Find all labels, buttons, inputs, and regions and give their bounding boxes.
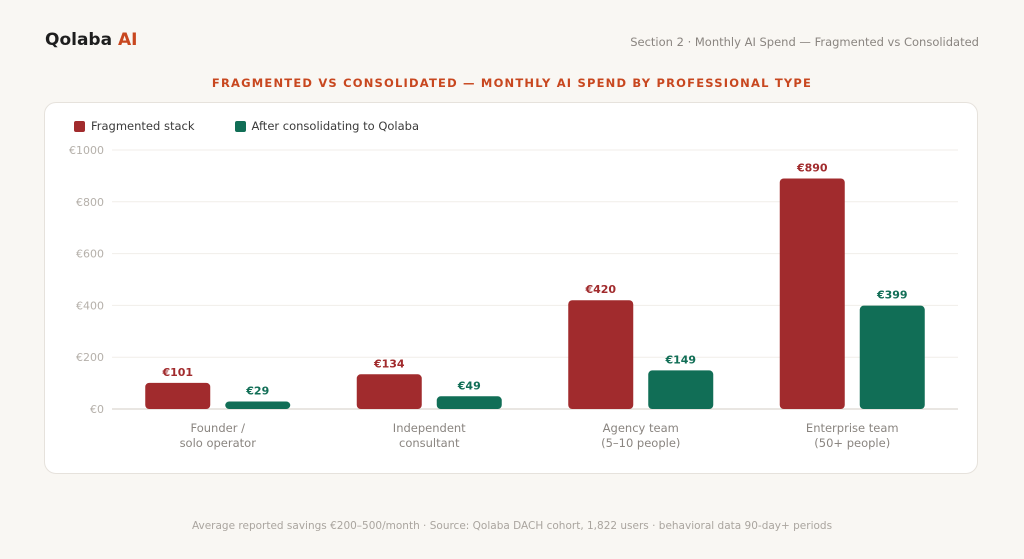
y-tick-label: €200: [76, 351, 104, 364]
bar-consolidated: [648, 370, 714, 409]
x-tick-label: (5–10 people): [601, 436, 680, 450]
chart-title: FRAGMENTED VS CONSOLIDATED — MONTHLY AI …: [211, 76, 813, 90]
legend-label-consolidated: After consolidating to Qolaba: [251, 119, 420, 133]
data-label: €134: [373, 357, 405, 370]
data-label: €29: [245, 384, 269, 397]
legend-item-fragmented: Fragmented stack: [74, 119, 195, 133]
bar-consolidated: [225, 401, 291, 409]
footer-note: Average reported savings €200–500/month …: [191, 520, 833, 532]
legend-item-consolidated: After consolidating to Qolaba: [234, 119, 420, 133]
legend-swatch-fragmented: [74, 120, 85, 132]
y-tick-label: €0: [90, 403, 104, 416]
x-tick-label: Agency team: [603, 421, 679, 435]
bar-fragmented: [779, 178, 845, 409]
x-tick-label: consultant: [399, 436, 460, 450]
y-tick-label: €600: [76, 248, 104, 261]
x-tick-label: solo operator: [180, 436, 257, 450]
bar-fragmented: [356, 374, 422, 409]
bar-consolidated: [436, 396, 502, 409]
brand-logo: Qolaba AI: [45, 30, 137, 50]
brand-accent: AI: [118, 30, 138, 50]
x-tick-label: Founder /: [191, 421, 246, 435]
bar-consolidated: [859, 305, 925, 409]
bar-fragmented: [568, 300, 634, 409]
data-label: €149: [664, 353, 696, 366]
brand-name: Qolaba: [45, 30, 113, 50]
chart-legend: Fragmented stack After consolidating to …: [74, 119, 419, 133]
legend-label-fragmented: Fragmented stack: [91, 119, 195, 133]
section-label: Section 2 · Monthly AI Spend — Fragmente…: [630, 35, 979, 49]
legend-swatch-consolidated: [234, 120, 246, 132]
data-label: €101: [161, 366, 193, 379]
x-tick-label: Enterprise team: [806, 421, 899, 435]
data-label: €399: [876, 289, 908, 302]
x-tick-label: (50+ people): [814, 436, 890, 450]
data-label: €49: [457, 379, 481, 392]
bar-fragmented: [145, 382, 211, 409]
data-label: €890: [796, 161, 828, 174]
y-tick-label: €800: [76, 196, 104, 209]
data-label: €420: [584, 283, 616, 296]
y-tick-label: €400: [76, 299, 104, 312]
x-tick-label: Independent: [393, 421, 466, 435]
y-tick-label: €1000: [69, 144, 104, 157]
